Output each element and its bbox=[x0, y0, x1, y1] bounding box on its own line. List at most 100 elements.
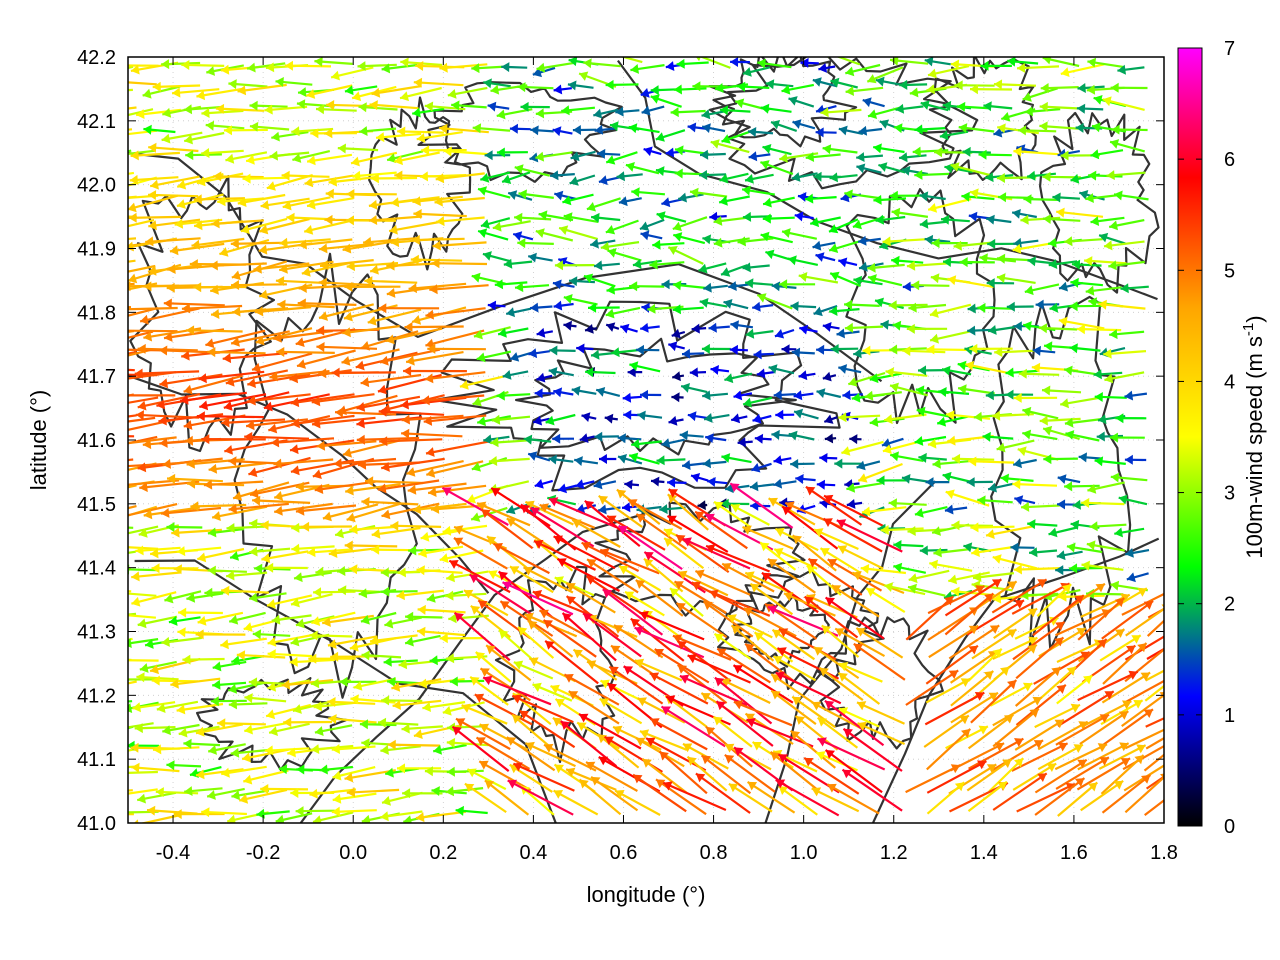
wind-vector-head bbox=[201, 807, 210, 818]
wind-vector-head bbox=[919, 191, 929, 202]
wind-vector-head bbox=[552, 717, 563, 727]
wind-vector-head bbox=[295, 505, 305, 516]
wind-vector-head bbox=[560, 721, 571, 730]
wind-vector-head bbox=[642, 758, 652, 768]
wind-vector-head bbox=[312, 418, 321, 429]
wind-vector-shaft bbox=[371, 84, 422, 96]
wind-vector-shaft bbox=[841, 768, 903, 812]
wind-vector-head bbox=[346, 787, 356, 798]
wind-vector-head bbox=[496, 109, 506, 120]
wind-vector-head bbox=[397, 763, 405, 774]
wind-vector-head bbox=[314, 726, 324, 736]
wind-vector-head bbox=[434, 196, 443, 207]
wind-vector-head bbox=[782, 228, 791, 238]
wind-vector-head bbox=[827, 783, 837, 793]
x-axis-title: longitude (°) bbox=[587, 882, 706, 907]
wind-vector-head bbox=[856, 152, 865, 162]
wind-vector-head bbox=[148, 142, 157, 153]
wind-vector-head bbox=[76, 283, 84, 293]
wind-vector-head bbox=[800, 57, 809, 68]
wind-vector-head bbox=[173, 564, 182, 575]
wind-vector-head bbox=[816, 751, 826, 761]
wind-vector-head bbox=[824, 494, 834, 504]
wind-vector-head bbox=[924, 57, 934, 67]
wind-vector-head bbox=[820, 107, 829, 118]
wind-vector-shaft bbox=[842, 727, 903, 772]
wind-vector-head bbox=[954, 80, 963, 91]
wind-vector-head bbox=[1032, 696, 1042, 706]
wind-vector-head bbox=[879, 119, 889, 129]
wind-vector-shaft bbox=[128, 546, 159, 550]
wind-vector-head bbox=[151, 563, 160, 574]
wind-vector-head bbox=[206, 66, 215, 76]
wind-vector-head bbox=[683, 743, 693, 753]
wind-vector-head bbox=[339, 676, 348, 687]
wind-vector-head bbox=[729, 344, 738, 355]
wind-vector-head bbox=[298, 239, 307, 250]
wind-vector-head bbox=[584, 500, 595, 510]
wind-vector-head bbox=[1054, 637, 1064, 647]
wind-vector-head bbox=[598, 495, 609, 505]
wind-vector-head bbox=[297, 359, 306, 369]
wind-vector-head bbox=[1037, 773, 1047, 782]
wind-vector-head bbox=[181, 60, 190, 70]
wind-vector-shaft bbox=[295, 504, 357, 513]
wind-vector-head bbox=[598, 504, 607, 515]
wind-vector-shaft bbox=[1144, 684, 1164, 702]
wind-vector-head bbox=[294, 572, 303, 583]
wind-vector-shaft bbox=[606, 514, 666, 551]
wind-vector-head bbox=[1140, 672, 1151, 682]
wind-vector-head bbox=[530, 302, 539, 313]
wind-vector-head bbox=[779, 153, 788, 163]
wind-vector-head bbox=[713, 216, 723, 226]
wind-vector-head bbox=[611, 347, 620, 358]
wind-vector-head bbox=[401, 414, 410, 425]
wind-vector-head bbox=[113, 790, 122, 800]
wind-vector-shaft bbox=[781, 505, 839, 550]
wind-vector-head bbox=[496, 147, 505, 158]
wind-vector-head bbox=[1058, 316, 1068, 327]
wind-vector-head bbox=[899, 152, 908, 163]
wind-vector-head bbox=[914, 436, 924, 446]
wind-vector-shaft bbox=[822, 517, 883, 553]
wind-vector-head bbox=[631, 187, 640, 198]
wind-vector-head bbox=[99, 484, 108, 494]
wind-vector-head bbox=[116, 149, 125, 159]
wind-vector-head bbox=[158, 415, 167, 426]
wind-vector-head bbox=[171, 527, 180, 538]
wind-vector-shaft bbox=[811, 701, 862, 729]
colorbar-title-sup: -1 bbox=[1240, 323, 1257, 336]
wind-vector-head bbox=[784, 592, 794, 602]
wind-vector-head bbox=[249, 121, 259, 132]
wind-vector-shaft bbox=[128, 330, 154, 339]
wind-vector-head bbox=[773, 389, 782, 400]
wind-vector-head bbox=[614, 625, 624, 634]
wind-vector-head bbox=[730, 57, 739, 67]
wind-vector-head bbox=[156, 703, 166, 713]
wind-vector-head bbox=[834, 458, 843, 469]
wind-vector-shaft bbox=[190, 503, 247, 508]
wind-vector-head bbox=[671, 392, 680, 403]
wind-vector-shaft bbox=[208, 462, 267, 471]
wind-vector-shaft bbox=[587, 615, 638, 638]
wind-vector-head bbox=[128, 273, 138, 284]
wind-vector-head bbox=[523, 566, 534, 576]
wind-vector-head bbox=[869, 417, 879, 427]
wind-vector-head bbox=[791, 172, 801, 182]
wind-vector-head bbox=[553, 790, 564, 799]
wind-vector-head bbox=[987, 238, 996, 249]
wind-vector-head bbox=[986, 764, 997, 773]
wind-vector-head bbox=[1099, 714, 1109, 723]
wind-vector-head bbox=[140, 314, 149, 325]
wind-vector-head bbox=[742, 211, 752, 222]
wind-vector-head bbox=[1126, 645, 1136, 655]
wind-vector-head bbox=[1083, 675, 1093, 685]
wind-vector-shaft bbox=[749, 582, 794, 616]
wind-vector-head bbox=[230, 747, 240, 758]
wind-vector-head bbox=[118, 304, 126, 314]
wind-vector-head bbox=[618, 525, 628, 535]
wind-vector-head bbox=[1120, 593, 1130, 603]
x-tick-label: -0.4 bbox=[156, 842, 190, 864]
wind-vector-head bbox=[289, 656, 298, 667]
wind-vector-head bbox=[745, 174, 754, 184]
